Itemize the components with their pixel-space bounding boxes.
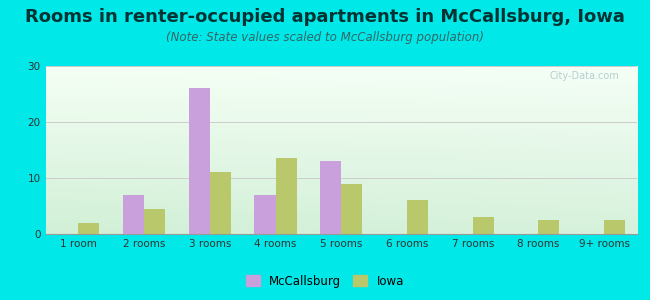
Bar xyxy=(473,217,494,234)
Bar xyxy=(123,195,144,234)
Bar xyxy=(538,220,560,234)
Bar xyxy=(604,220,625,234)
Bar xyxy=(255,195,276,234)
Bar xyxy=(79,223,99,234)
Text: Rooms in renter-occupied apartments in McCallsburg, Iowa: Rooms in renter-occupied apartments in M… xyxy=(25,8,625,26)
Bar xyxy=(341,184,362,234)
Text: (Note: State values scaled to McCallsburg population): (Note: State values scaled to McCallsbur… xyxy=(166,32,484,44)
Bar xyxy=(407,200,428,234)
Legend: McCallsburg, Iowa: McCallsburg, Iowa xyxy=(242,271,408,291)
Text: City-Data.com: City-Data.com xyxy=(549,71,619,81)
Bar xyxy=(144,209,165,234)
Bar xyxy=(210,172,231,234)
Bar xyxy=(320,161,341,234)
Bar xyxy=(188,88,210,234)
Bar xyxy=(276,158,296,234)
